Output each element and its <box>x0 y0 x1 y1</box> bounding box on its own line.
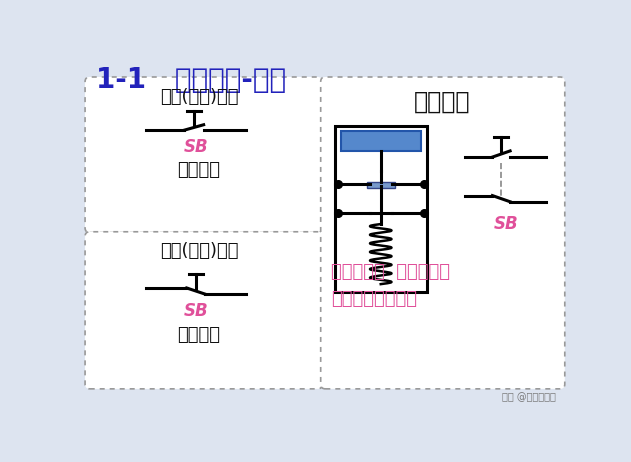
Text: 常闭按钮做在一起: 常闭按钮做在一起 <box>331 290 416 308</box>
Text: 常闭(动断)按钮: 常闭(动断)按钮 <box>160 242 239 260</box>
FancyBboxPatch shape <box>85 232 322 389</box>
Bar <box>367 182 394 188</box>
Text: 常开(动合)按钮: 常开(动合)按钮 <box>160 88 239 106</box>
Text: 电路符号: 电路符号 <box>177 327 220 345</box>
Text: SB: SB <box>184 302 208 320</box>
Text: SB: SB <box>184 138 208 156</box>
Text: 1-1   控制器件-按钮: 1-1 控制器件-按钮 <box>96 66 286 94</box>
Text: 复合按钮：  常开按钮和: 复合按钮： 常开按钮和 <box>331 263 450 281</box>
Text: 复合按钮: 复合按钮 <box>414 89 471 113</box>
Bar <box>341 131 421 151</box>
Text: 头条 @兴福园电力: 头条 @兴福园电力 <box>502 392 557 402</box>
FancyBboxPatch shape <box>321 77 565 389</box>
Bar <box>334 126 427 292</box>
FancyBboxPatch shape <box>85 77 322 232</box>
Text: SB: SB <box>494 215 519 233</box>
Text: 电路符号: 电路符号 <box>177 161 220 179</box>
